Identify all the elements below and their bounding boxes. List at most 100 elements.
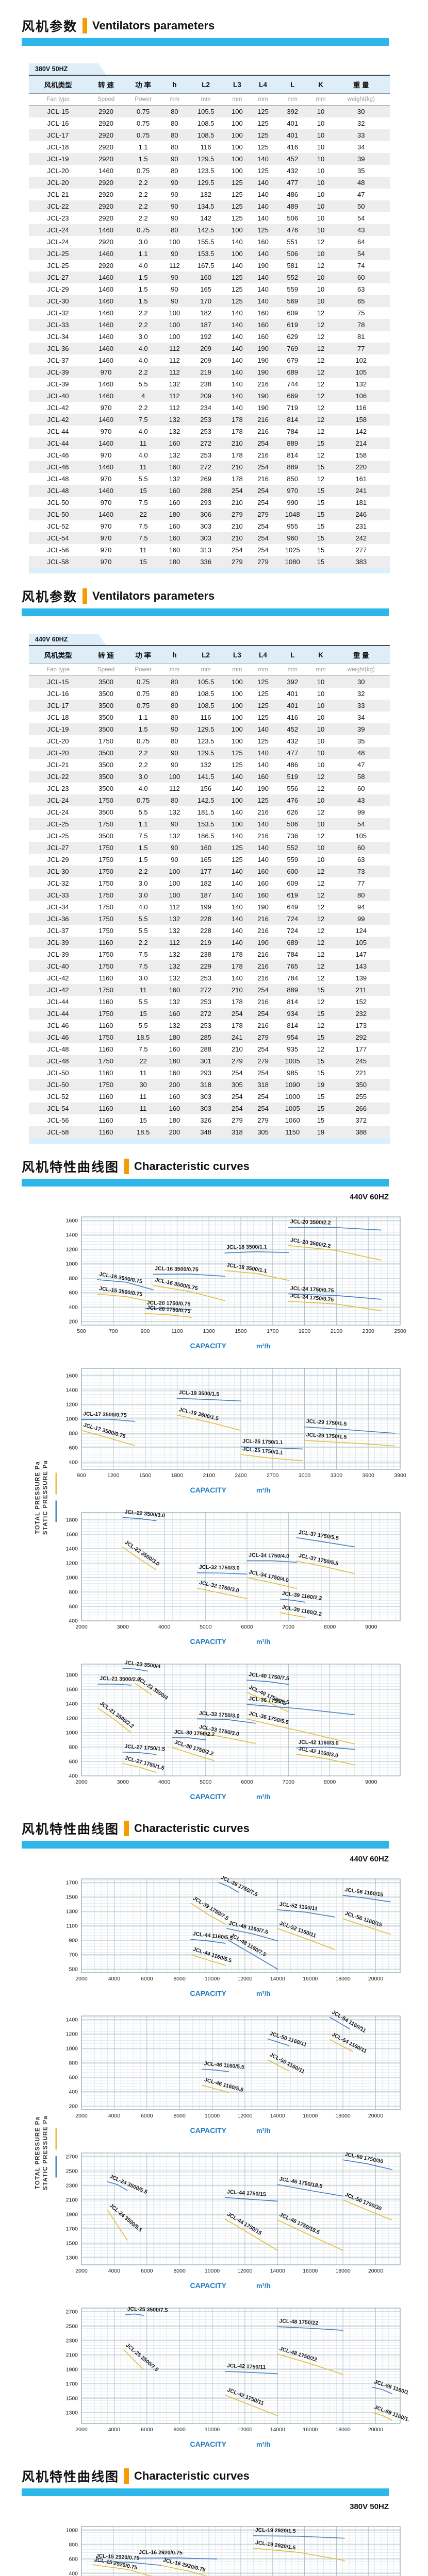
table-row: JCL-19 3500 1.5 90 129.5 100 140 452 10 39	[29, 723, 390, 735]
table-cell: 318	[257, 1081, 269, 1089]
x-axis-label: CAPACITY	[190, 1637, 226, 1646]
characteristic-chart: 500 700 900 1100 1300 1500 1700 2000 4000 6000 800…	[66, 1874, 401, 1997]
table-row: JCL-23 3500 4.0 112 156 140 190 556 12 60	[29, 783, 390, 794]
table-cell: 18.5	[136, 1033, 150, 1041]
table-cell: 160	[169, 1045, 180, 1053]
table-cell: 167.5	[197, 262, 215, 269]
table-cell: 1048	[285, 511, 300, 518]
table-row: JCL-48 1460 15 160 288 254 254 970 15 241	[29, 485, 390, 497]
table-cell: 219	[200, 939, 211, 946]
table-cell: 506	[287, 214, 299, 222]
table-cell: 12	[317, 1022, 325, 1029]
table-cell: 178	[232, 451, 243, 459]
table-cell: 0.75	[136, 796, 150, 804]
curve-total	[122, 1668, 149, 1672]
table-row: JCL-34 1460 3.0 100 192 140 160 629 12 81	[29, 331, 390, 343]
table-row: JCL-56 970 11 160 313 254 254 1025 15 277	[29, 544, 390, 556]
table-cell: 889	[287, 463, 299, 471]
table-cell: 140	[232, 357, 243, 364]
table-cell: 1750	[98, 737, 113, 745]
section-title-en: Characteristic curves	[134, 1160, 250, 1173]
table-cell: 1000	[285, 1093, 300, 1100]
table-cell: 1460	[98, 309, 113, 317]
table-cell: 970	[100, 558, 112, 566]
table-cell: 724	[287, 927, 299, 935]
curve-static	[160, 2565, 208, 2576]
table-cell: 954	[287, 1033, 299, 1041]
table-cell: 3.0	[138, 333, 148, 341]
table-cell: 100	[232, 155, 243, 163]
table-cell: 272	[200, 463, 211, 471]
table-row: JCL-25 1750 1.1 90 153.5 100 140 506 10 54	[29, 818, 390, 830]
column-header-en: mm	[161, 664, 188, 676]
curve-static	[190, 1954, 226, 1966]
x-tick-label: 6000	[141, 2113, 153, 2119]
table-row: JCL-33 1750 3.0 100 187 140 160 619 12 80	[29, 889, 390, 901]
y-tick-label: 1300	[66, 1909, 78, 1915]
table-cell: 556	[287, 785, 299, 792]
x-axis-label: CAPACITY	[190, 1486, 226, 1494]
table-cell: 1750	[98, 962, 113, 970]
table-cell: 2920	[98, 179, 113, 187]
x-tick-label: 16000	[303, 2268, 318, 2274]
table-row: JCL-50 1460 22 180 306 279 279 1048 15 246	[29, 509, 390, 520]
table-cell: 125	[257, 702, 269, 709]
table-cell: 15	[317, 1069, 325, 1077]
table-cell: 177	[200, 868, 211, 875]
table-cell: JCL-40	[47, 392, 69, 400]
column-header-en: mm	[224, 93, 250, 106]
table-cell: 416	[287, 714, 299, 721]
x-tick-label: 12000	[237, 2113, 252, 2119]
pressure-axis-legend: TOTAL PRESSURE Pa STATIC PRESSURE Pa	[35, 1420, 61, 1575]
voltage-label: 440V 60HZ	[350, 1855, 389, 1863]
curve-label: JCL-44 1750/15	[227, 2189, 267, 2198]
table-cell: JCL-24	[47, 796, 69, 804]
table-cell: 214	[355, 439, 367, 447]
table-cell: 39	[357, 155, 365, 163]
table-cell: 3500	[98, 761, 113, 769]
parameters-table-body: JCL-15 2920 0.75 80 105.5 100 125 392 10 30 JCL-16…	[29, 105, 390, 568]
table-cell: 160	[200, 844, 211, 852]
section-title-cn: 风机参数	[22, 590, 78, 604]
table-cell: 11	[139, 463, 147, 471]
table-cell: 350	[355, 1081, 367, 1089]
table-cell: 1460	[98, 167, 113, 175]
table-cell: 388	[355, 1128, 367, 1136]
table-cell: 626	[287, 808, 299, 816]
table-cell: 35	[357, 167, 365, 175]
y-tick-label: 500	[69, 1967, 78, 1973]
table-cell: 689	[287, 939, 299, 946]
table-cell: 3500	[98, 785, 113, 792]
table-row: JCL-44 1750 15 160 272 254 254 934 15 232	[29, 1008, 390, 1020]
x-tick-label: 4000	[158, 1779, 171, 1785]
table-cell: 10	[317, 796, 325, 804]
table-cell: 12	[317, 891, 325, 899]
table-cell: JCL-37	[47, 357, 69, 364]
table-cell: JCL-19	[47, 725, 69, 733]
table-cell: 140	[257, 297, 269, 305]
table-cell: 140	[232, 773, 243, 781]
table-cell: 3.0	[138, 238, 148, 246]
x-axis-unit: m³/h	[256, 2127, 271, 2134]
table-cell: JCL-21	[47, 761, 69, 769]
table-cell: 100	[169, 891, 180, 899]
table-cell: 1750	[98, 1010, 113, 1018]
curve-static	[277, 1928, 336, 1950]
curve-static	[304, 1440, 396, 1447]
table-cell: 401	[287, 690, 299, 698]
curve-static	[279, 1612, 306, 1618]
table-cell: 1460	[98, 380, 113, 388]
table-cell: 452	[287, 155, 299, 163]
x-tick-label: 500	[77, 1328, 86, 1334]
table-cell: 100	[232, 131, 243, 139]
table-cell: 1460	[98, 333, 113, 341]
table-cell: 305	[232, 1081, 243, 1089]
table-cell: 10	[317, 191, 325, 198]
table-cell: JCL-54	[47, 534, 69, 542]
table-cell: 100	[232, 702, 243, 709]
table-row: JCL-50 970 7.5 160 293 210 254 990 15 181	[29, 497, 390, 509]
table-cell: 140	[232, 903, 243, 911]
table-cell: 54	[357, 250, 365, 258]
table-cell: 58	[357, 773, 365, 781]
cyan-accent-bar	[22, 608, 389, 616]
